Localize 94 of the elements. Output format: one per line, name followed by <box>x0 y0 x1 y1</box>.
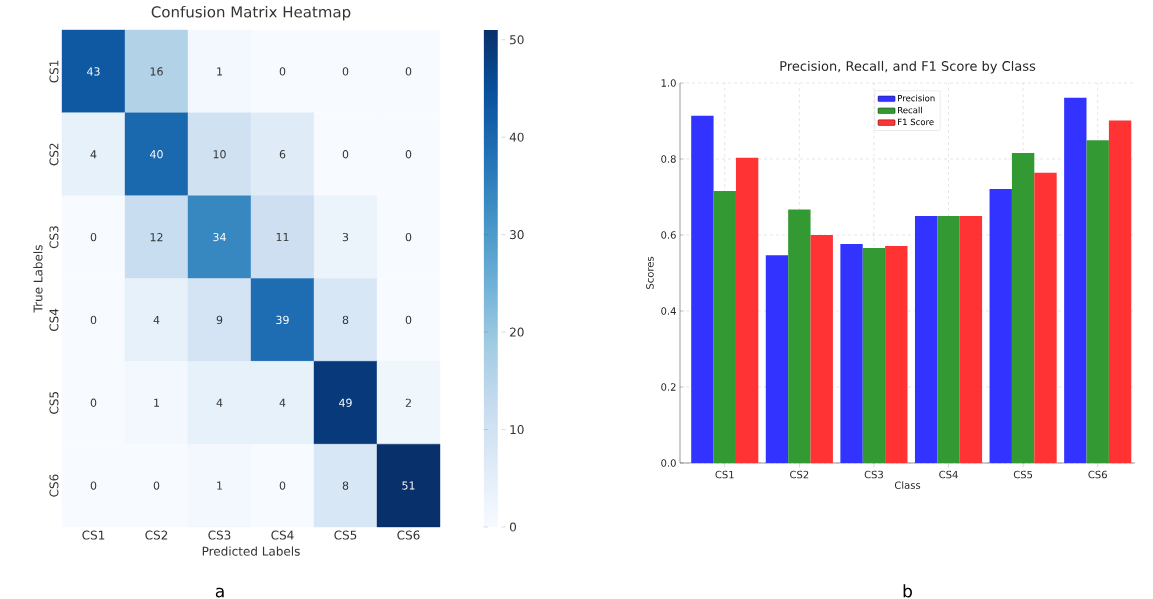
y-tick-label: CS4 <box>49 308 59 332</box>
data-label: 1 <box>154 398 159 407</box>
data-label: 2 <box>405 398 411 407</box>
bar <box>989 189 1012 463</box>
bar <box>914 215 938 463</box>
y-tick-label: 0.4 <box>661 307 676 315</box>
data-label: 0 <box>405 67 412 76</box>
data-label: 51 <box>402 481 415 490</box>
data-label: 0 <box>405 150 412 159</box>
data-label: 9 <box>216 315 223 325</box>
bar <box>1034 172 1057 463</box>
legend-label: Precision <box>898 94 935 102</box>
data-label: 4 <box>216 398 223 407</box>
bar <box>1011 152 1035 463</box>
text: a <box>215 587 224 598</box>
data-label: 8 <box>342 481 349 490</box>
bar <box>840 244 863 463</box>
data-label: 10 <box>213 150 226 159</box>
data-label: 0 <box>342 67 349 76</box>
bar <box>765 255 789 463</box>
data-label: 0 <box>90 398 97 407</box>
bar <box>1086 140 1109 463</box>
chart-title: Confusion Matrix Heatmap <box>151 5 351 21</box>
data-label: 8 <box>342 315 349 325</box>
y-tick-label: CS5 <box>49 391 59 414</box>
data-label: 0 <box>90 481 97 490</box>
color-bar-label: 40 <box>509 132 524 142</box>
x-tick-label: CS5 <box>334 530 357 540</box>
legend-label: Recall <box>898 106 922 114</box>
color-bar-label: 20 <box>510 327 524 337</box>
x-tick-label: CS2 <box>790 470 809 479</box>
bar <box>691 115 714 463</box>
bar <box>713 190 736 463</box>
y-tick-label: CS2 <box>49 143 59 166</box>
data-label: 0 <box>405 232 412 242</box>
y-tick-label: 0.6 <box>661 231 676 239</box>
color-bar-label: 0 <box>509 522 517 532</box>
data-label: 0 <box>279 67 286 76</box>
x-tick-label: CS4 <box>939 470 958 479</box>
y-tick-label: 0.2 <box>661 383 676 391</box>
y-tick-label: CS3 <box>49 226 59 249</box>
y-axis-title: Scores <box>646 256 654 289</box>
x-tick-label: CS6 <box>397 530 420 540</box>
color-bar-label: 30 <box>510 230 524 240</box>
bar <box>735 157 759 463</box>
data-label: 49 <box>339 398 352 407</box>
x-tick-label: CS3 <box>864 470 883 479</box>
x-tick-label: CS6 <box>1088 470 1107 479</box>
data-label: 0 <box>90 232 97 242</box>
x-axis-title: Predicted Labels <box>202 546 300 556</box>
x-tick-label: CS5 <box>1013 470 1033 479</box>
data-label: 4 <box>279 398 286 407</box>
bar <box>1064 97 1087 463</box>
bar <box>810 234 833 463</box>
color-bar-label: 50 <box>510 35 524 45</box>
data-label: 34 <box>213 232 226 242</box>
chart-title: Precision, Recall, and F1 Score by Class <box>780 60 1036 74</box>
color-bar-label: 10 <box>510 424 524 435</box>
data-label: 0 <box>153 481 160 490</box>
data-label: 0 <box>405 315 412 325</box>
data-label: 16 <box>150 67 163 76</box>
y-tick-label: 0.0 <box>661 459 676 467</box>
data-label: 39 <box>276 315 289 325</box>
y-tick-label: 1.0 <box>661 79 676 87</box>
data-label: 0 <box>279 481 286 490</box>
data-label: 0 <box>90 315 97 325</box>
y-axis-title: True Labels <box>33 245 43 313</box>
data-label: 6 <box>279 150 286 159</box>
x-tick-label: CS1 <box>715 470 734 479</box>
bar <box>1108 120 1132 463</box>
bar <box>885 246 908 463</box>
data-label: 12 <box>150 233 163 242</box>
data-label: 4 <box>90 150 97 159</box>
bar <box>959 215 983 463</box>
data-label: 11 <box>276 233 289 242</box>
data-label: 1 <box>217 481 222 490</box>
y-tick-label: CS1 <box>49 60 59 83</box>
y-tick-label: 0.8 <box>661 155 676 163</box>
x-tick-label: CS4 <box>271 530 294 540</box>
bar <box>788 209 811 463</box>
text: b <box>903 584 912 598</box>
x-tick-label: CS1 <box>82 530 105 540</box>
data-label: 40 <box>150 150 163 159</box>
legend-label: F1 Score <box>898 118 934 126</box>
x-tick-label: CS2 <box>145 530 168 540</box>
data-label: 4 <box>153 315 160 324</box>
bar <box>862 247 886 463</box>
x-axis-title: Class <box>894 481 921 489</box>
data-label: 3 <box>342 232 349 242</box>
data-label: 1 <box>217 67 222 76</box>
data-label: 0 <box>342 150 349 159</box>
data-label: 43 <box>87 67 100 76</box>
bar <box>937 215 960 463</box>
x-tick-label: CS3 <box>208 530 231 540</box>
